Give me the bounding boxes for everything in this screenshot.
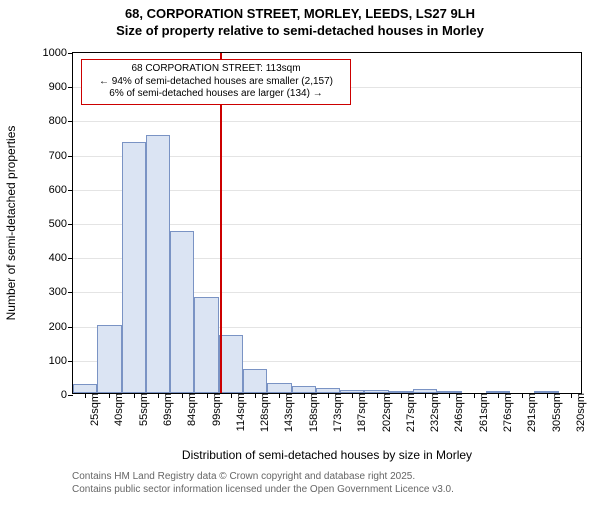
xtick-label: 261sqm	[474, 393, 490, 432]
chart-title-line1: 68, CORPORATION STREET, MORLEY, LEEDS, L…	[0, 6, 600, 21]
xtick-label: 25sqm	[85, 393, 101, 426]
xtick-label: 84sqm	[182, 393, 198, 426]
xtick-label: 55sqm	[134, 393, 150, 426]
xtick-label: 276sqm	[498, 393, 514, 432]
xtick-label: 246sqm	[449, 393, 465, 432]
xtick-label: 143sqm	[279, 393, 295, 432]
histogram-bar	[219, 335, 243, 393]
annotation-line: 68 CORPORATION STREET: 113sqm	[88, 63, 344, 76]
histogram-bar	[146, 135, 170, 393]
x-axis-label: Distribution of semi-detached houses by …	[72, 448, 582, 462]
ytick-label: 800	[49, 115, 73, 127]
gridline-h	[73, 121, 581, 122]
xtick-label: 128sqm	[255, 393, 271, 432]
xtick-label: 291sqm	[522, 393, 538, 432]
xtick-label: 305sqm	[547, 393, 563, 432]
xtick-label: 320sqm	[571, 393, 587, 432]
ytick-label: 600	[49, 184, 73, 196]
histogram-bar	[170, 231, 194, 393]
histogram-bar	[122, 142, 146, 393]
histogram-bar	[267, 383, 291, 393]
xtick-label: 232sqm	[425, 393, 441, 432]
chart-title-line2: Size of property relative to semi-detach…	[0, 23, 600, 38]
ytick-label: 1000	[43, 47, 73, 59]
xtick-label: 99sqm	[207, 393, 223, 426]
footer-line2: Contains public sector information licen…	[72, 483, 454, 496]
histogram-bar	[97, 325, 121, 393]
histogram-plot: 0100200300400500600700800900100025sqm40s…	[72, 52, 582, 394]
ytick-label: 200	[49, 321, 73, 333]
ytick-label: 700	[49, 150, 73, 162]
histogram-bar	[73, 384, 97, 393]
annotation-line: 6% of semi-detached houses are larger (1…	[88, 88, 344, 101]
xtick-label: 217sqm	[401, 393, 417, 432]
xtick-label: 158sqm	[304, 393, 320, 432]
annotation-line: ← 94% of semi-detached houses are smalle…	[88, 76, 344, 89]
annotation-box: 68 CORPORATION STREET: 113sqm← 94% of se…	[81, 59, 351, 105]
histogram-bar	[292, 386, 316, 393]
ytick-label: 300	[49, 286, 73, 298]
y-axis-label: Number of semi-detached properties	[4, 126, 18, 321]
ytick-label: 100	[49, 355, 73, 367]
xtick-label: 114sqm	[231, 393, 247, 431]
histogram-bar	[243, 369, 267, 393]
xtick-label: 69sqm	[158, 393, 174, 426]
ytick-label: 900	[49, 81, 73, 93]
ytick-label: 400	[49, 252, 73, 264]
xtick-label: 202sqm	[377, 393, 393, 432]
xtick-label: 187sqm	[352, 393, 368, 432]
chart-footer: Contains HM Land Registry data © Crown c…	[72, 470, 454, 496]
ytick-label: 0	[61, 389, 73, 401]
chart-title-block: 68, CORPORATION STREET, MORLEY, LEEDS, L…	[0, 6, 600, 38]
ytick-label: 500	[49, 218, 73, 230]
xtick-label: 173sqm	[328, 393, 344, 432]
footer-line1: Contains HM Land Registry data © Crown c…	[72, 470, 454, 483]
histogram-bar	[194, 297, 218, 393]
xtick-label: 40sqm	[109, 393, 125, 426]
